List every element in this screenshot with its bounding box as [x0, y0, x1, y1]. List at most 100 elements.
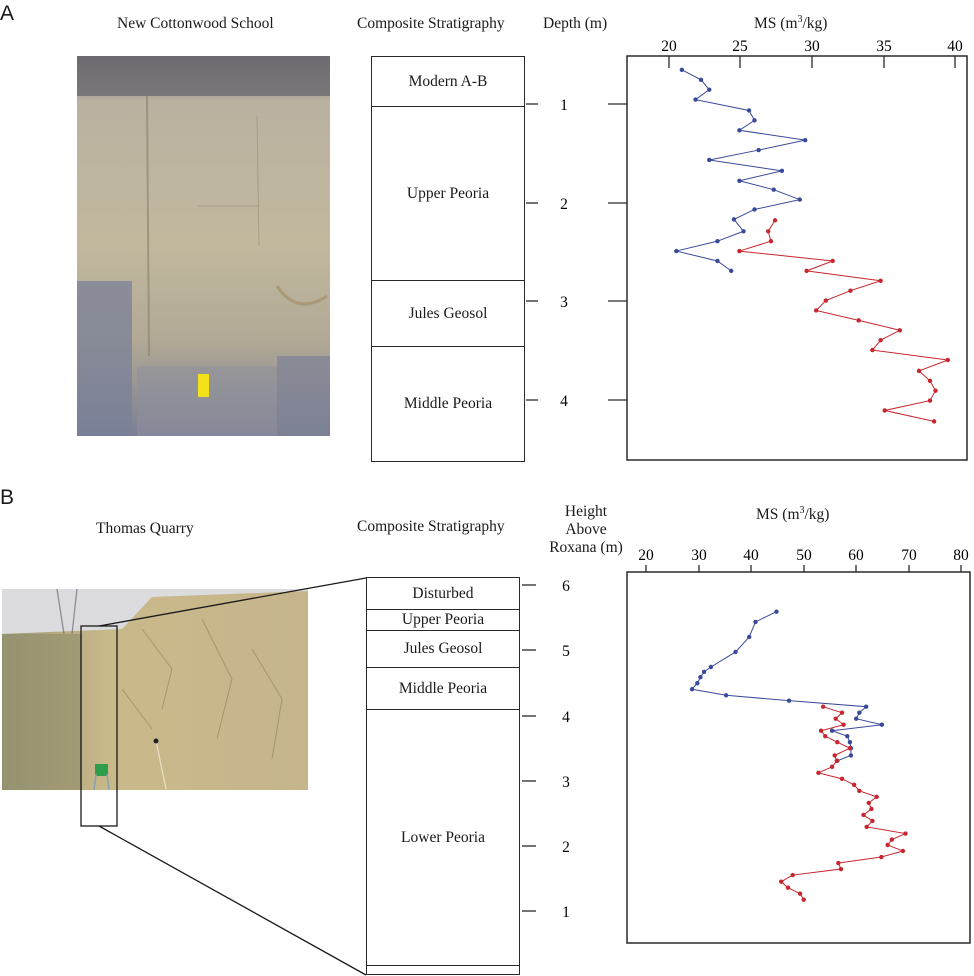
data-point [856, 318, 861, 323]
svg-text:30: 30 [804, 38, 820, 55]
data-point [834, 758, 839, 764]
depth-tick-4: 4 [560, 393, 568, 410]
data-point [889, 837, 895, 842]
svg-text:35: 35 [876, 38, 892, 55]
depth-axis-a: 1 2 3 4 [526, 97, 568, 410]
svg-text:30: 30 [691, 547, 707, 564]
data-point [927, 398, 933, 403]
data-point [752, 207, 757, 212]
svg-text:25: 25 [732, 38, 748, 55]
strat-unit-lower-peoria: Lower Peoria [367, 710, 519, 966]
strat-column-a: Modern A-B Upper Peoria Jules Geosol Mid… [371, 56, 525, 462]
data-point [785, 885, 791, 890]
data-point [772, 218, 778, 223]
svg-text:60: 60 [848, 547, 864, 564]
data-point [878, 337, 883, 343]
data-point [723, 693, 729, 698]
depth-tick-1: 1 [560, 97, 568, 114]
data-point [857, 710, 862, 715]
data-point [857, 788, 862, 794]
series-line-red [780, 706, 908, 900]
data-point [945, 357, 951, 363]
data-point [861, 812, 866, 818]
data-point [728, 268, 734, 274]
data-point [847, 739, 853, 745]
data-point [778, 879, 784, 884]
data-point [771, 187, 776, 192]
panel-b-height-label: Height Above Roxana (m) [549, 503, 623, 556]
data-point [839, 710, 845, 715]
data-point [933, 388, 938, 393]
data-point [878, 278, 883, 283]
data-point [841, 722, 846, 727]
svg-text:20: 20 [661, 38, 677, 55]
data-point [864, 824, 869, 830]
data-point [779, 168, 785, 174]
data-point [830, 258, 835, 264]
data-point [698, 675, 703, 680]
data-point [870, 818, 875, 824]
depth-tick-2: 2 [560, 196, 568, 213]
data-point [836, 860, 841, 866]
svg-text:20: 20 [638, 547, 654, 564]
data-point [733, 649, 738, 655]
data-point [737, 248, 742, 254]
data-point [853, 716, 859, 721]
data-point [804, 268, 809, 274]
data-point [737, 178, 742, 183]
depth-tick-3: 3 [560, 294, 568, 311]
data-point [835, 739, 840, 745]
data-point [786, 698, 792, 703]
data-point [801, 897, 806, 902]
data-point [756, 147, 761, 153]
strat-unit-jules-geosol: Jules Geosol [367, 631, 519, 668]
site-photo-thomas-quarry [2, 589, 308, 790]
svg-text:2: 2 [562, 839, 570, 856]
data-point [839, 776, 845, 782]
svg-text:5: 5 [562, 643, 570, 660]
data-point [832, 753, 837, 758]
data-point [797, 197, 802, 202]
data-point [674, 248, 679, 254]
strat-unit-jules-geosol: Jules Geosol [372, 281, 524, 347]
data-point [847, 745, 853, 751]
strat-unit-modern-ab: Modern A-B [372, 57, 524, 107]
series-line-red [739, 220, 948, 422]
data-point [879, 722, 885, 727]
data-point [774, 609, 779, 614]
ms-chart-b: 20 30 40 50 60 70 80 [626, 547, 971, 944]
data-point [790, 872, 795, 878]
data-point [927, 378, 933, 383]
panel-a-depth-label: Depth (m) [543, 15, 608, 32]
data-point [931, 419, 937, 424]
data-point [693, 97, 698, 102]
ms-chart-a: 20 25 30 35 40 [608, 38, 968, 461]
svg-text:1: 1 [562, 904, 570, 921]
strat-unit-middle-peoria: Middle Peoria [403, 395, 493, 412]
svg-text:80: 80 [953, 547, 969, 564]
panel-b-ms-label: MS (m3/kg) [756, 505, 830, 524]
data-point [766, 229, 771, 234]
data-point [752, 118, 757, 123]
data-point [848, 288, 853, 293]
data-point [869, 806, 874, 812]
data-point [885, 842, 890, 848]
data-point [715, 258, 720, 264]
height-axis-b: 6 5 4 3 2 1 [522, 578, 570, 921]
panel-b-label: B [0, 486, 15, 509]
data-point [698, 77, 704, 82]
panel-a-ms-label: MS (m3/kg) [754, 14, 828, 33]
data-point [823, 733, 828, 739]
data-point [823, 298, 828, 303]
data-point [882, 408, 887, 413]
panel-a-strat-title: Composite Stratigraphy [357, 15, 505, 32]
strat-column-b: Disturbed Upper Peoria Jules Geosol Midd… [366, 577, 520, 975]
data-point [879, 854, 884, 860]
svg-text:3: 3 [562, 774, 570, 791]
data-point [753, 619, 758, 625]
strat-unit-upper-peoria: Upper Peoria [367, 610, 519, 631]
data-point [833, 716, 838, 721]
data-point [816, 770, 821, 776]
svg-text:70: 70 [901, 547, 917, 564]
data-point [707, 87, 712, 92]
